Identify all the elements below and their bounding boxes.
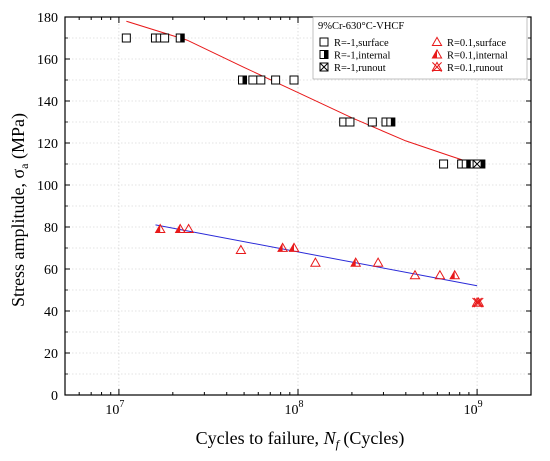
fit-lines bbox=[126, 20, 482, 287]
data-point bbox=[175, 33, 185, 43]
y-axis-label: Stress amplitude, σa (MPa) bbox=[8, 113, 31, 307]
data-point bbox=[271, 75, 281, 85]
y-tick-label: 60 bbox=[44, 263, 58, 278]
y-tick-label: 180 bbox=[37, 11, 58, 26]
data-point bbox=[183, 223, 195, 233]
legend-label: R=-1,surface bbox=[334, 38, 389, 49]
x-tick-label: 107 bbox=[105, 399, 124, 418]
legend-item: R=0.1,runout bbox=[431, 61, 503, 74]
data-point bbox=[439, 159, 449, 169]
data-point bbox=[174, 223, 186, 233]
data-point bbox=[121, 33, 131, 43]
data-point bbox=[289, 75, 299, 85]
data-point bbox=[345, 117, 355, 127]
y-tick-label: 40 bbox=[44, 305, 58, 320]
y-tick-label: 140 bbox=[37, 95, 58, 110]
data-point bbox=[154, 223, 166, 233]
y-tick-label: 100 bbox=[37, 179, 58, 194]
fit-line bbox=[155, 224, 478, 287]
data-point bbox=[235, 244, 247, 254]
data-points bbox=[121, 33, 486, 308]
y-tick-label: 20 bbox=[44, 347, 58, 362]
y-tick-label: 80 bbox=[44, 221, 58, 236]
legend-label: R=-1,internal bbox=[334, 51, 390, 62]
legend-marker bbox=[319, 62, 329, 72]
data-point bbox=[256, 75, 266, 85]
legend-item: R=-1,internal bbox=[319, 50, 390, 62]
legend-label: R=-1,runout bbox=[334, 63, 386, 74]
data-point bbox=[372, 257, 384, 267]
legend-label: R=0.1,internal bbox=[447, 51, 508, 62]
legend: 9%Cr-630°C-VHCF R=-1,surface R=-1,interna… bbox=[312, 16, 528, 80]
legend-title: 9%Cr-630°C-VHCF bbox=[318, 21, 404, 32]
grid-lines bbox=[65, 17, 531, 395]
legend-marker bbox=[431, 48, 443, 59]
fit-line bbox=[126, 20, 482, 167]
data-point bbox=[473, 296, 485, 308]
data-point bbox=[472, 159, 482, 169]
legend-marker bbox=[431, 36, 443, 46]
data-point bbox=[248, 75, 258, 85]
legend-item: R=-1,surface bbox=[319, 37, 389, 49]
data-point bbox=[434, 269, 446, 280]
data-point bbox=[409, 269, 421, 280]
x-tick-label: 108 bbox=[285, 399, 304, 418]
legend-box bbox=[312, 16, 528, 80]
legend-label: R=0.1,runout bbox=[447, 63, 503, 74]
data-point bbox=[288, 242, 300, 252]
data-point bbox=[367, 117, 377, 127]
legend-item: R=0.1,surface bbox=[431, 36, 506, 49]
data-point bbox=[461, 159, 471, 169]
data-point bbox=[449, 269, 461, 280]
x-axis-label: Cycles to failure, Nf (Cycles) bbox=[196, 428, 405, 451]
axis-ticks: 0 20 40 60 80 100 120 140 160 180 107 108 109 bbox=[37, 11, 532, 418]
y-tick-label: 0 bbox=[51, 389, 58, 404]
legend-marker bbox=[319, 37, 329, 47]
x-tick-label: 109 bbox=[464, 399, 483, 418]
legend-label: R=0.1,surface bbox=[447, 38, 506, 49]
data-point bbox=[309, 257, 321, 267]
data-point bbox=[160, 33, 170, 43]
legend-marker bbox=[431, 61, 443, 72]
legend-item: R=-1,runout bbox=[319, 62, 386, 74]
y-tick-label: 160 bbox=[37, 53, 58, 68]
data-point bbox=[350, 257, 362, 267]
data-point bbox=[386, 117, 396, 127]
y-tick-label: 120 bbox=[37, 137, 58, 152]
data-point bbox=[238, 75, 248, 85]
data-point bbox=[277, 242, 289, 252]
legend-marker bbox=[319, 50, 329, 59]
legend-item: R=0.1,internal bbox=[431, 48, 508, 62]
